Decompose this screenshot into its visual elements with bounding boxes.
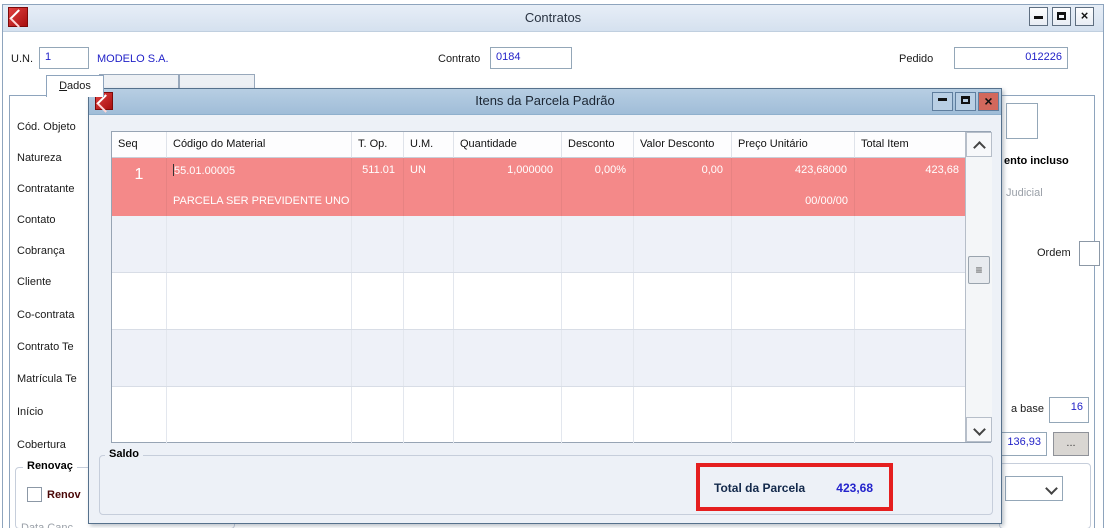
col-um[interactable]: U.M. [404,132,454,158]
minimize-icon [1034,16,1043,19]
close-button[interactable]: × [1075,7,1094,26]
main-titlebar[interactable]: Contratos × [3,5,1103,32]
scroll-down-button[interactable] [966,417,992,442]
modal-minimize-icon [938,98,947,101]
table-scrollbar[interactable]: ≡ [965,132,992,442]
scroll-down-icon [972,423,986,436]
cell-desconto: 0,00% [562,158,634,216]
scrollbar-thumb[interactable]: ≡ [968,256,990,284]
un-label: U.N. [11,53,33,65]
ordem-checkbox[interactable] [1079,241,1100,266]
total-annotation-box: Total da Parcela 423,68 [696,463,893,511]
col-seq[interactable]: Seq [112,132,167,158]
minimize-button[interactable] [1029,7,1048,26]
saldo-label: Saldo [105,448,143,460]
sidebar-item-cliente[interactable]: Cliente [17,276,52,288]
ordem-label: Ordem [1037,247,1071,259]
scroll-up-icon [972,141,986,154]
table-row-empty[interactable] [112,216,965,273]
lookup-button[interactable]: ... [1053,432,1089,456]
maximize-icon [1057,12,1066,20]
window-title: Contratos [524,10,582,25]
col-total-item[interactable]: Total Item [855,132,965,158]
cell-um: UN [404,158,454,216]
table-row-selected[interactable]: 1 55.01.00005 511.01 UN 1,000000 0,00% 0… [112,158,965,216]
total-parcela-value: 423,68 [836,481,873,495]
itens-parcela-modal: Itens da Parcela Padrão × Seq Código do … [88,88,1002,524]
sidebar-item-inicio[interactable]: Início [17,406,44,418]
pedido-label: Pedido [899,53,934,65]
cell-t-op: 511.01 [352,158,404,216]
cell-valor-desconto: 0,00 [634,158,732,216]
data-cancelamento-label: Data Canc [21,522,73,528]
col-quantidade[interactable]: Quantidade [454,132,562,158]
col-codigo-material[interactable]: Código do Material [167,132,352,158]
cell-data: 00/00/00 [805,195,848,207]
chevron-down-icon [1045,482,1058,495]
saldo-groupbox [99,455,993,515]
sidebar-item-co-contratante[interactable]: Co-contrata [17,309,75,321]
thumb-grip-icon: ≡ [975,263,983,277]
modal-maximize-button[interactable] [955,92,976,111]
cell-codigo[interactable]: 55.01.00005 [167,158,352,216]
right-partial-field[interactable] [1006,103,1038,139]
base-input[interactable]: 16 [1049,397,1089,423]
renovar-checkbox-label: Renov [47,489,81,501]
tab-stub-2[interactable] [179,74,255,92]
sidebar-item-cobranca[interactable]: Cobrança [17,245,65,257]
sidebar-item-contratante[interactable]: Contratante [17,183,75,195]
cell-descricao: PARCELA SER PREVIDENTE UNO [173,195,350,207]
sidebar-item-cod-objeto[interactable]: Cód. Objeto [17,121,76,133]
col-valor-desconto[interactable]: Valor Desconto [634,132,732,158]
contrato-input[interactable]: 0184 [490,47,572,69]
table-row-empty[interactable] [112,387,965,444]
modal-minimize-button[interactable] [932,92,953,111]
modal-close-button[interactable]: × [978,92,999,111]
contrato-label: Contrato [438,53,481,65]
incluso-label: ento incluso [1004,155,1069,167]
un-input[interactable]: 1 [39,47,89,69]
close-icon: × [1080,8,1089,23]
items-table: Seq Código do Material T. Op. U.M. Quant… [111,131,992,444]
sidebar-item-contato[interactable]: Contato [17,214,56,226]
judicial-label: Judicial [1006,187,1043,199]
modal-close-icon: × [984,93,993,109]
cell-seq: 1 [112,158,167,216]
right-combobox[interactable] [1005,476,1063,501]
table-row-empty[interactable] [112,330,965,387]
col-desconto[interactable]: Desconto [562,132,634,158]
sidebar-item-contrato-terceiro[interactable]: Contrato Te [17,341,74,353]
sidebar-item-cobertura[interactable]: Cobertura [17,439,66,451]
scroll-up-button[interactable] [966,132,992,157]
app-icon [8,7,28,27]
company-name: MODELO S.A. [97,53,169,65]
text-caret [173,164,174,176]
total-parcela-label: Total da Parcela [714,481,806,495]
modal-title: Itens da Parcela Padrão [475,93,615,108]
renovacao-group-label: Renovaç [23,460,77,472]
table-header-row: Seq Código do Material T. Op. U.M. Quant… [112,132,990,158]
base-label: a base [1011,403,1045,415]
modal-maximize-icon [961,96,970,104]
tab-dados[interactable]: Dados [46,75,104,97]
col-t-op[interactable]: T. Op. [352,132,404,158]
cell-quantidade: 1,000000 [454,158,562,216]
sidebar-item-matricula[interactable]: Matrícula Te [17,373,77,385]
modal-titlebar[interactable]: Itens da Parcela Padrão × [89,89,1001,115]
pedido-input[interactable]: 012226 [954,47,1068,69]
cell-preco-unitario: 423,68000 [732,158,855,216]
table-row-empty[interactable] [112,273,965,330]
amount-input[interactable]: 136,93 [1001,432,1047,456]
sidebar-item-natureza[interactable]: Natureza [17,152,62,164]
maximize-button[interactable] [1052,7,1071,26]
col-preco-unitario[interactable]: Preço Unitário [732,132,855,158]
cell-total-item: 423,68 [925,164,959,176]
renovar-checkbox[interactable] [27,487,42,502]
